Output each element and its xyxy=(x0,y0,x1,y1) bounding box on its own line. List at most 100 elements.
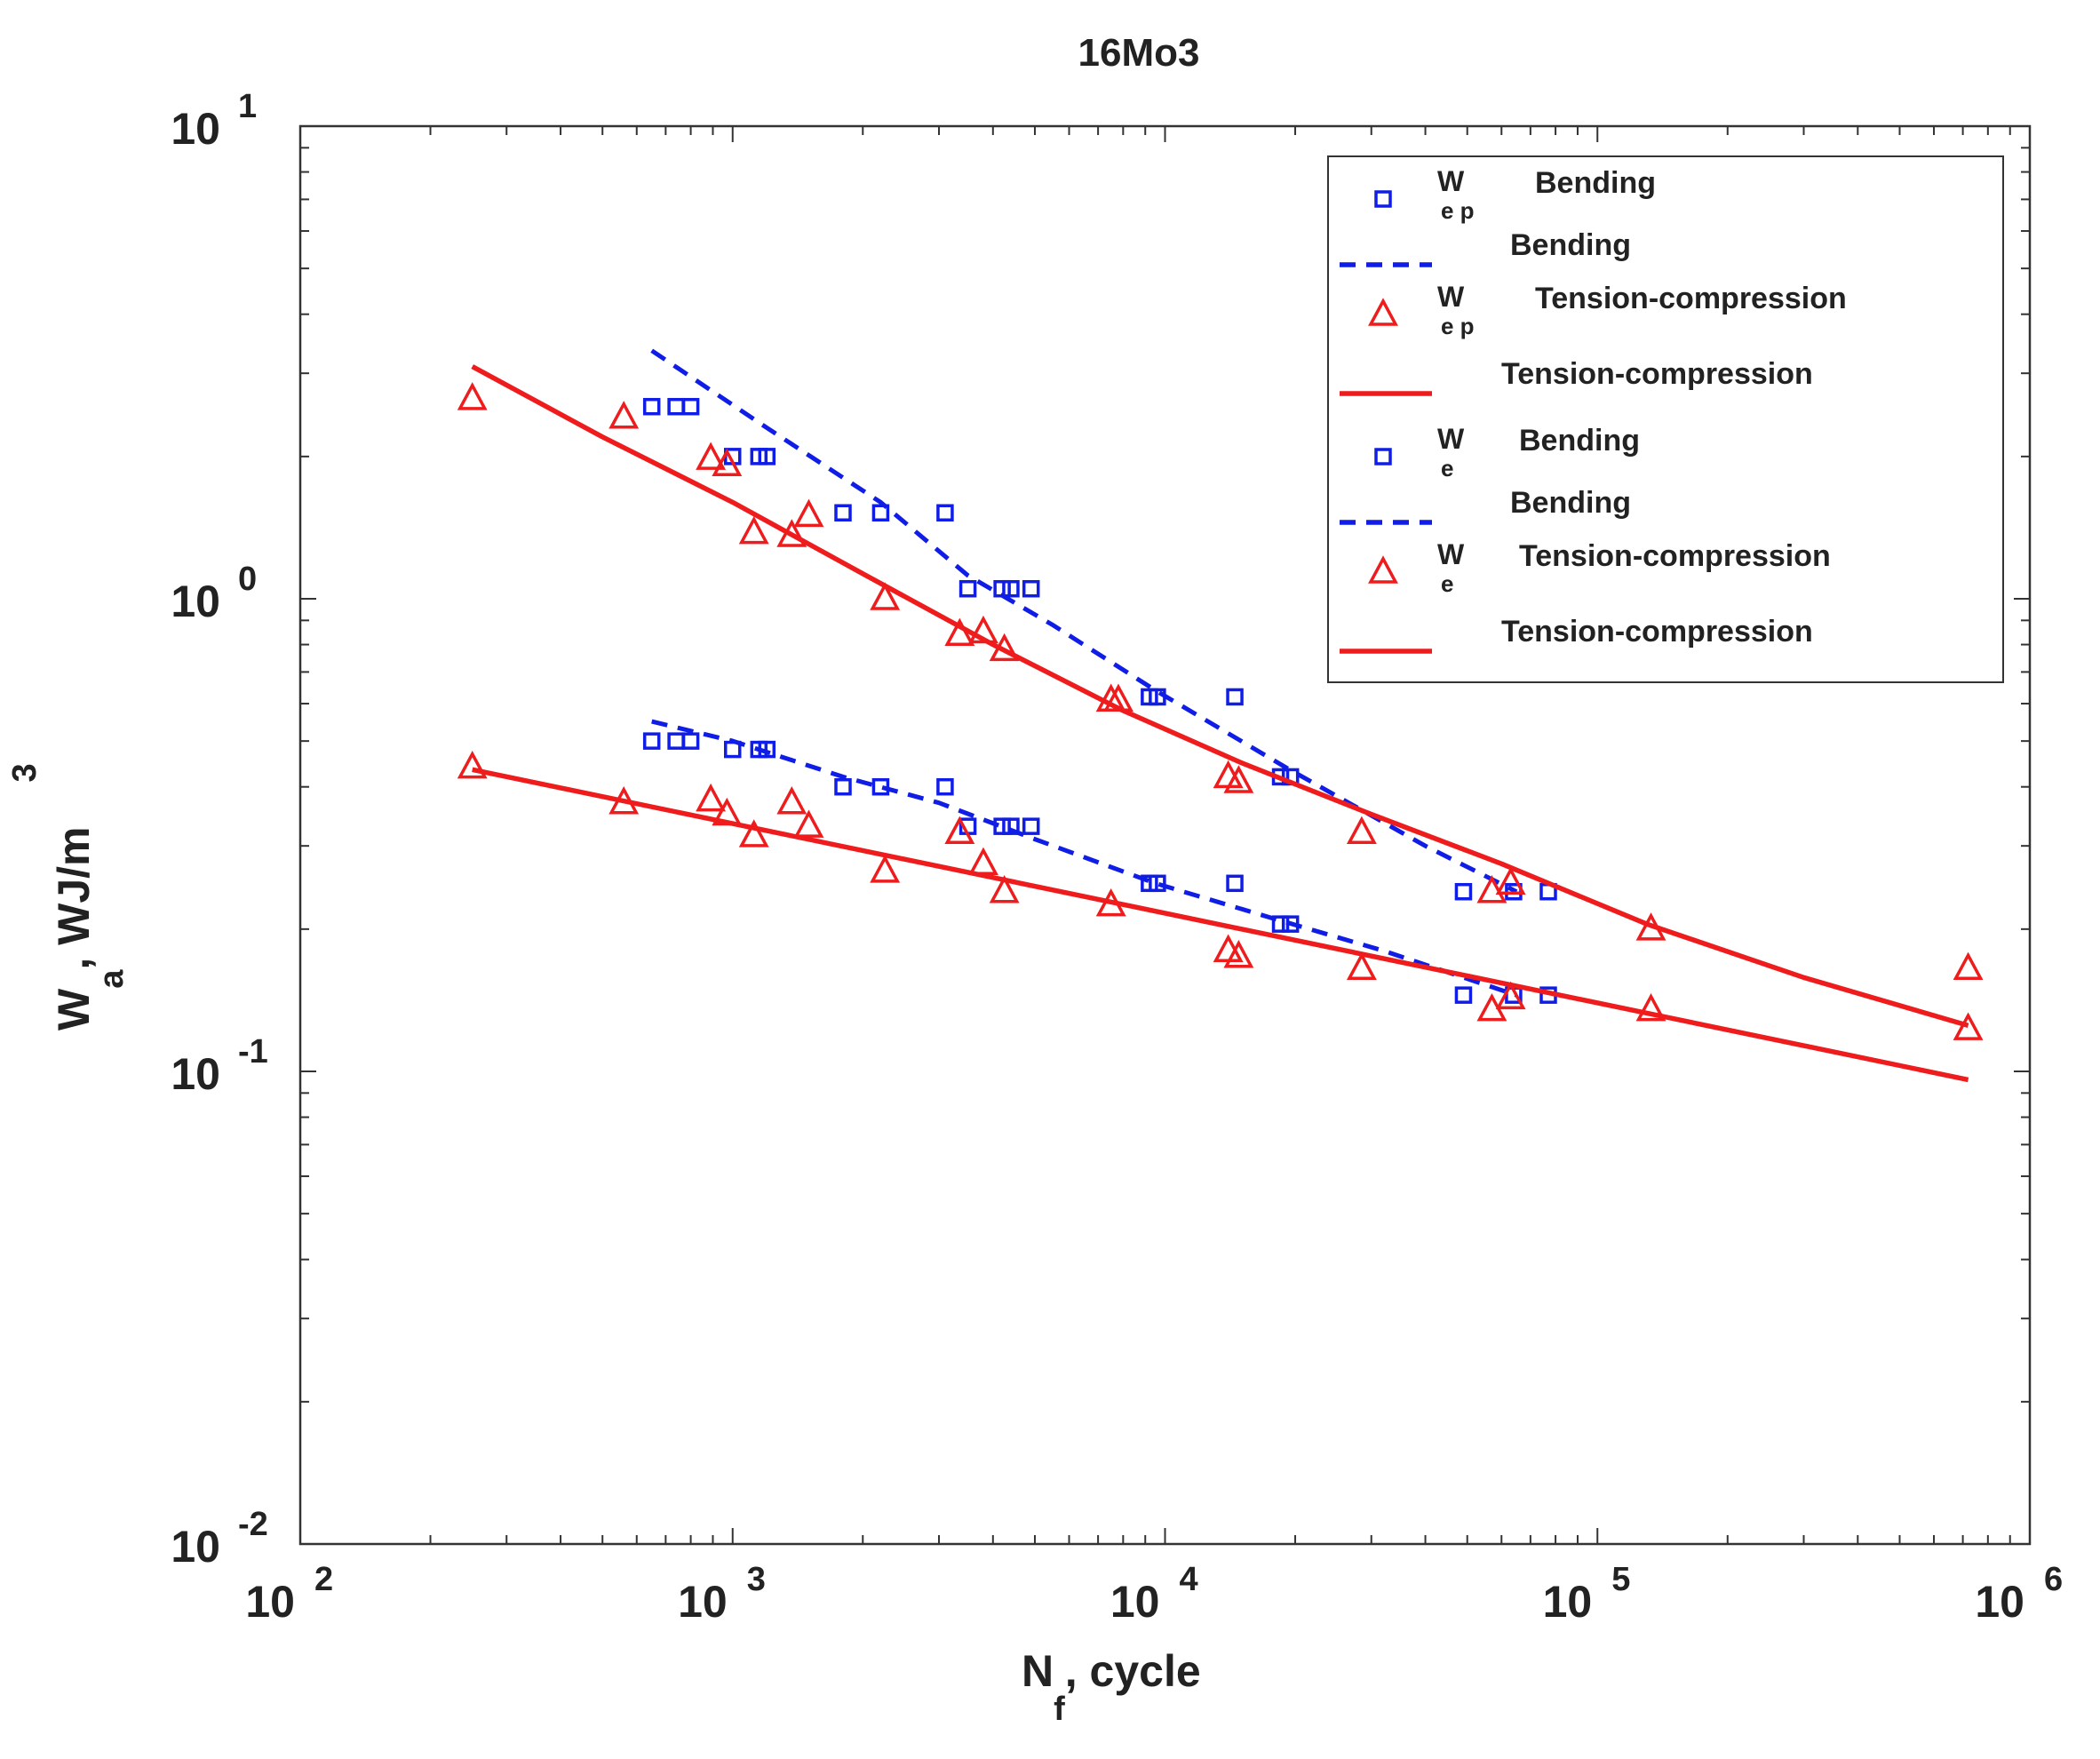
x-tick-label-exponent: 5 xyxy=(1611,1561,1630,1598)
legend-entry-5: Bending xyxy=(1340,486,1631,525)
y-tick-label: 10 xyxy=(171,577,220,626)
legend-symbol: W xyxy=(1437,423,1465,455)
x-tick-label-exponent: 3 xyxy=(747,1561,766,1598)
legend-box xyxy=(1327,155,2004,683)
legend-label: Tension-compression xyxy=(1501,357,1813,391)
y-tick-label: 10 xyxy=(171,104,220,154)
x-tick-label-exponent: 2 xyxy=(314,1561,333,1598)
data-point-triangle xyxy=(1213,760,1244,789)
legend-entry-0: We p Bending xyxy=(1374,165,1656,224)
x-tick-label: 10 xyxy=(1975,1577,2024,1627)
data-point-square xyxy=(959,579,977,598)
data-point-square xyxy=(1454,986,1473,1004)
legend-label: Tension-compression xyxy=(1519,539,1831,573)
x-axis-label-rest: , cycle xyxy=(1065,1646,1201,1696)
data-point-triangle xyxy=(457,382,488,410)
data-point-square xyxy=(667,397,685,416)
data-point-square xyxy=(1149,874,1166,893)
y-axis-label: Wa, WJ/m 3 xyxy=(6,763,131,1031)
data-point-square xyxy=(871,504,890,522)
data-point-square xyxy=(667,732,685,750)
data-point-square xyxy=(681,732,700,750)
legend-symbol-subscript: e xyxy=(1441,455,1453,482)
data-point-square xyxy=(1226,688,1244,706)
legend-marker-triangle xyxy=(1368,555,1398,584)
data-point-triangle xyxy=(1495,866,1526,895)
legend-entry-3: Tension-compression xyxy=(1340,357,1813,396)
data-point-triangle xyxy=(1223,940,1254,968)
y-axis-label-rest: , WJ/m xyxy=(49,827,99,970)
data-point-triangle xyxy=(944,816,975,845)
legend-marker-square xyxy=(1374,448,1392,466)
data-point-triangle xyxy=(1635,992,1666,1022)
legend-label: Tension-compression xyxy=(1501,615,1813,649)
data-point-square xyxy=(758,448,776,466)
x-tick-label: 10 xyxy=(245,1577,295,1627)
legend-symbol-subscript: e p xyxy=(1441,197,1475,224)
chart-title: 16Mo3 xyxy=(1078,31,1200,75)
legend-label: Bending xyxy=(1535,166,1656,200)
data-point-square xyxy=(1022,579,1040,598)
legend-symbol-subscript: e p xyxy=(1441,313,1475,339)
data-point-square xyxy=(936,777,954,796)
x-tick-label-exponent: 6 xyxy=(2044,1561,2063,1598)
y-tick-label-exponent: 0 xyxy=(238,561,257,598)
x-tick-label: 10 xyxy=(1543,1577,1593,1627)
legend-label: Bending xyxy=(1510,486,1631,520)
data-point-triangle xyxy=(738,515,769,545)
series-6 xyxy=(457,750,1984,1040)
x-axis-label: Nf, cycle xyxy=(1022,1646,1201,1728)
data-point-square xyxy=(681,397,700,416)
solid-fit-line xyxy=(472,767,1969,1083)
x-tick-label: 10 xyxy=(678,1577,728,1627)
data-point-triangle xyxy=(1953,1012,1984,1040)
data-point-square xyxy=(1002,579,1020,598)
y-axis-label-main: W xyxy=(49,988,99,1031)
data-point-square xyxy=(834,777,852,796)
data-point-triangle xyxy=(870,582,901,610)
series-0 xyxy=(642,397,1557,901)
data-point-square xyxy=(936,504,954,522)
data-point-triangle xyxy=(457,750,488,779)
data-point-triangle xyxy=(793,809,824,838)
data-point-triangle xyxy=(1495,981,1526,1010)
legend-label: Bending xyxy=(1510,228,1631,262)
series-layer xyxy=(457,348,1984,1083)
x-axis-label-main: N xyxy=(1022,1646,1054,1696)
data-point-triangle xyxy=(870,855,901,883)
data-point-square xyxy=(834,504,852,522)
legend-entry-1: Bending xyxy=(1340,228,1631,267)
data-point-triangle xyxy=(1953,951,1984,981)
data-point-triangle xyxy=(696,783,727,812)
data-point-triangle xyxy=(696,442,727,470)
y-axis-label-subscript: a xyxy=(93,969,131,989)
data-point-triangle xyxy=(738,819,769,848)
data-point-triangle xyxy=(712,448,743,477)
solid-fit-line xyxy=(471,364,1969,1029)
legend-marker-square xyxy=(1374,190,1392,208)
data-point-triangle xyxy=(1346,951,1377,981)
data-point-triangle xyxy=(793,498,824,528)
data-point-triangle xyxy=(1223,765,1254,793)
legend-symbol-subscript: e xyxy=(1441,570,1453,597)
data-point-triangle xyxy=(1346,816,1377,845)
legend-label: Bending xyxy=(1519,424,1640,458)
series-5 xyxy=(651,719,1517,998)
legend-entry-6: We Tension-compression xyxy=(1368,538,1831,597)
data-point-square xyxy=(1226,874,1244,893)
data-point-triangle xyxy=(944,617,975,647)
dashed-fit-line xyxy=(651,719,1517,998)
legend-symbol: W xyxy=(1437,281,1465,313)
legend-marker-triangle xyxy=(1368,298,1398,326)
y-tick-label-exponent: 1 xyxy=(238,88,257,125)
series-3 xyxy=(471,364,1969,1029)
data-point-triangle xyxy=(989,875,1020,903)
tick-layer: 10 2 10 3 10 4 10 5 10 6 10 1 10 0 10 -1 10 -2 xyxy=(171,88,2063,1627)
x-axis-label-subscript: f xyxy=(1054,1691,1065,1728)
y-tick-label: 10 xyxy=(171,1049,220,1099)
data-point-triangle xyxy=(1476,875,1507,903)
y-tick-label: 10 xyxy=(171,1522,220,1572)
legend: We p Bending Bending We p Tension-compressio… xyxy=(1327,155,2004,683)
legend-entry-7: Tension-compression xyxy=(1340,615,1813,654)
